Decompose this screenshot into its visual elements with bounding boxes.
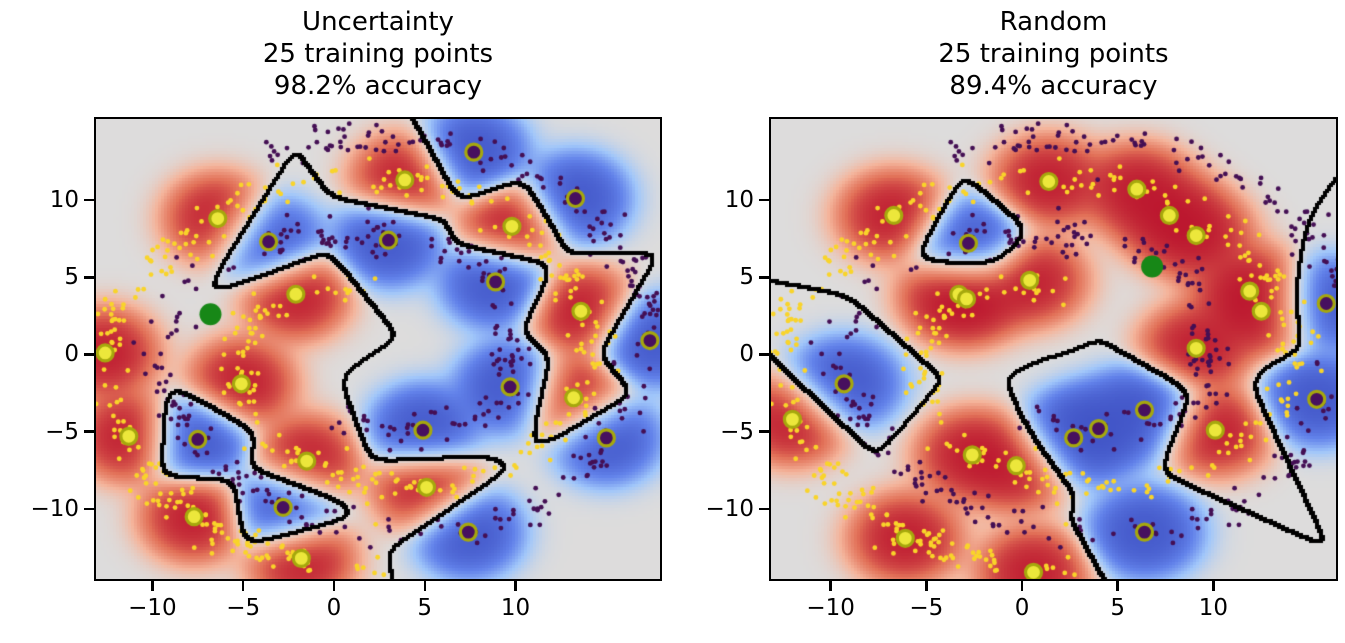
title-line-points: 25 training points: [262, 39, 494, 69]
x-tick-label: 5: [417, 595, 433, 621]
x-tick-mark: [332, 581, 336, 591]
y-tick-mark: [759, 507, 769, 511]
x-tick-mark: [1212, 581, 1215, 591]
x-tick-mark: [1116, 581, 1119, 591]
x-tick-label: 5: [1110, 595, 1126, 621]
x-tick-label: −10: [128, 595, 177, 621]
x-tick-mark: [241, 581, 245, 591]
y-tick-mark: [84, 353, 94, 356]
y-tick-label: −10: [705, 495, 754, 522]
title-line-strategy: Uncertainty: [302, 7, 454, 37]
x-tick-mark: [514, 581, 517, 591]
plot-canvas-random: [770, 118, 1337, 580]
y-tick-label: 0: [64, 341, 79, 368]
y-tick-mark: [759, 353, 769, 356]
x-tick-mark: [829, 581, 832, 591]
y-tick-label: 0: [739, 341, 754, 368]
x-tick-mark: [925, 581, 928, 591]
panel-title-random: Random 25 training points 89.4% accuracy: [770, 6, 1337, 102]
title-line-accuracy: 98.2% accuracy: [273, 71, 483, 101]
x-tick-label: −10: [806, 595, 855, 621]
title-line-strategy: Random: [999, 7, 1108, 37]
x-tick-mark: [151, 581, 154, 591]
y-tick-label: 10: [724, 187, 754, 214]
y-tick-label: 5: [739, 264, 754, 291]
y-tick-mark: [759, 276, 769, 279]
title-line-accuracy: 89.4% accuracy: [949, 71, 1158, 101]
y-tick-mark: [759, 430, 769, 433]
title-line-points: 25 training points: [938, 39, 1169, 69]
y-tick-mark: [84, 430, 94, 433]
x-tick-label: −5: [909, 595, 944, 621]
y-tick-label: −5: [720, 418, 754, 445]
x-tick-mark: [1020, 581, 1024, 591]
y-tick-label: 5: [64, 264, 79, 291]
x-tick-label: 0: [326, 595, 342, 621]
y-tick-mark: [84, 198, 94, 202]
y-tick-label: 10: [49, 187, 79, 214]
y-tick-label: −5: [45, 418, 79, 445]
x-tick-mark: [423, 581, 426, 591]
panel-title-uncertainty: Uncertainty 25 training points 98.2% acc…: [95, 6, 661, 102]
y-tick-mark: [84, 507, 94, 511]
plot-canvas-uncertainty: [95, 118, 661, 580]
x-tick-label: 10: [1198, 595, 1229, 621]
x-tick-label: 10: [500, 595, 531, 621]
y-tick-mark: [84, 276, 94, 279]
x-tick-label: 0: [1014, 595, 1030, 621]
y-tick-label: −10: [30, 495, 79, 522]
x-tick-label: −5: [226, 595, 261, 621]
y-tick-mark: [759, 198, 769, 202]
